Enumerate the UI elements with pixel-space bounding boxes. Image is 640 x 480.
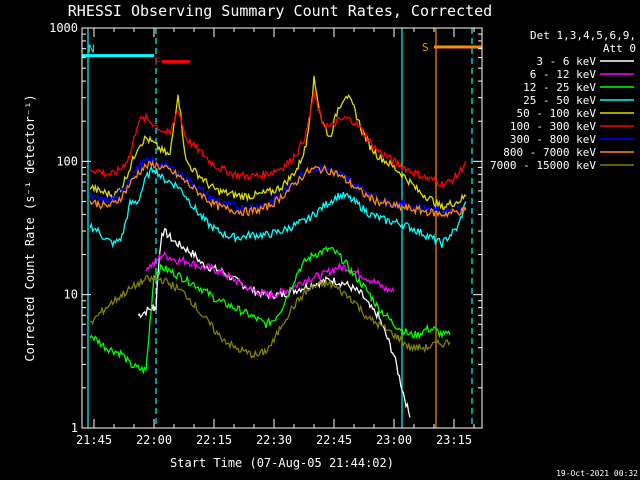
flag-bars: N F S	[82, 41, 482, 69]
series-line-3	[89, 165, 467, 249]
legend-label: 3 - 6 keV	[536, 55, 596, 68]
legend-header: Det 1,3,4,5,6,9,	[530, 29, 636, 42]
x-tick-label: 22:45	[316, 433, 352, 447]
series-line-7	[89, 159, 467, 219]
legend-label: 800 - 7000 keV	[503, 146, 596, 159]
legend-label: 7000 - 15000 keV	[490, 159, 596, 172]
x-tick-label: 23:00	[376, 433, 412, 447]
legend-label: 25 - 50 keV	[523, 94, 596, 107]
legend-label: 12 - 25 keV	[523, 81, 596, 94]
legend-label: 300 - 800 keV	[510, 133, 596, 146]
x-axis-label: Start Time (07-Aug-05 21:44:02)	[170, 456, 394, 470]
plot-frame	[81, 27, 483, 429]
series-line-8	[89, 274, 451, 360]
y-tick-label: 100	[56, 154, 78, 168]
y-axis: 1 10 100 1000	[49, 21, 482, 435]
footer-timestamp: 19-Oct-2021 00:32	[556, 469, 638, 478]
legend-header: Att 0	[603, 42, 636, 55]
legend-label: 50 - 100 keV	[517, 107, 597, 120]
legend-label: 6 - 12 keV	[530, 68, 597, 81]
series-lines	[89, 75, 467, 418]
x-tick-label: 23:15	[436, 433, 472, 447]
event-markers	[87, 28, 473, 428]
series-line-2	[89, 246, 451, 375]
x-tick-label: 22:30	[256, 433, 292, 447]
legend-label: 100 - 300 keV	[510, 120, 596, 133]
x-tick-label: 21:45	[76, 433, 112, 447]
flag-label: N	[88, 43, 95, 56]
x-tick-label: 22:00	[136, 433, 172, 447]
series-line-5	[89, 90, 467, 190]
y-tick-label: 10	[64, 288, 78, 302]
series-line-4	[89, 75, 467, 214]
y-tick-label: 1	[71, 421, 78, 435]
y-axis-label: Corrected Count Rate (s⁻¹ detector⁻¹)	[23, 94, 37, 361]
x-tick-label: 22:15	[196, 433, 232, 447]
chart-title: RHESSI Observing Summary Count Rates, Co…	[68, 2, 492, 20]
y-tick-label: 1000	[49, 21, 78, 35]
x-axis: 21:45 22:00 22:15 22:30 22:45 23:00 23:15	[76, 28, 475, 447]
flag-label: F	[154, 56, 161, 69]
flag-label: S	[422, 41, 429, 54]
